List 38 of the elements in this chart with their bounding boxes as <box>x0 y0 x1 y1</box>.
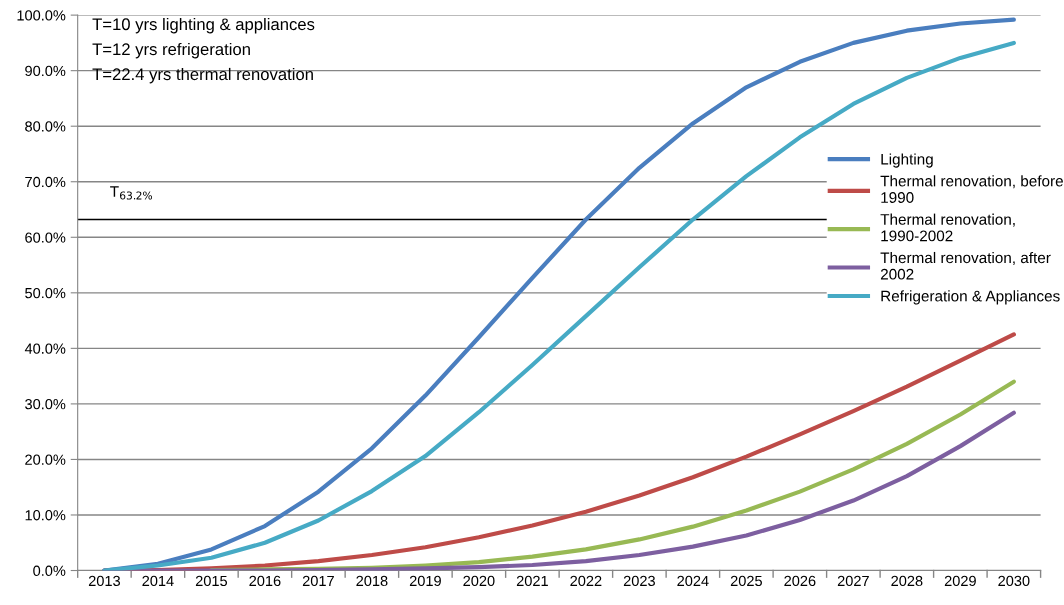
x-tick-label: 2029 <box>944 575 976 587</box>
x-tick-label: 2024 <box>677 575 709 587</box>
x-tick-label: 2023 <box>623 575 655 587</box>
x-tick-label: 2030 <box>998 575 1030 587</box>
x-tick-label: 2014 <box>142 575 174 587</box>
x-tick-label: 2016 <box>249 575 281 587</box>
x-tick-label: 2017 <box>302 575 334 587</box>
y-tick-label: 0.0% <box>33 565 66 576</box>
legend-label: Thermal renovation, 1990-2002 <box>880 213 1015 242</box>
ref-line-label: T$_{63.2%}$ <box>110 186 153 200</box>
x-tick-label: 2028 <box>891 575 923 587</box>
legend-label: Thermal renovation, before 1990 <box>880 175 1063 203</box>
y-tick-label: 10.0% <box>25 510 66 521</box>
y-tick-label: 60.0% <box>25 232 66 243</box>
legend-label: Refrigeration & Appliances <box>881 290 1060 305</box>
y-tick-label: 20.0% <box>25 454 66 465</box>
annotation: T=22.4 yrs thermal renovation <box>92 67 313 84</box>
y-tick-label: 50.0% <box>25 287 66 299</box>
x-tick-label: 2027 <box>837 575 869 587</box>
y-tick-label: 70.0% <box>25 176 66 188</box>
x-tick-label: 2025 <box>730 575 762 587</box>
x-tick-label: 2018 <box>356 575 388 587</box>
annotation: T=12 yrs refrigeration <box>92 42 250 59</box>
x-tick-label: 2021 <box>516 575 548 587</box>
legend-label: Thermal renovation, after 2002 <box>880 251 1051 280</box>
y-tick-label: 30.0% <box>25 399 66 410</box>
x-tick-label: 2026 <box>784 575 816 587</box>
x-tick-label: 2019 <box>409 575 441 587</box>
x-tick-label: 2020 <box>463 575 495 587</box>
x-tick-label: 2022 <box>570 575 602 587</box>
legend-label: Lighting <box>881 153 933 168</box>
y-tick-label: 80.0% <box>25 121 66 132</box>
x-tick-label: 2015 <box>195 575 228 587</box>
annotation: T=10 yrs lighting & appliances <box>92 17 315 34</box>
y-tick-label: 90.0% <box>25 65 66 77</box>
x-tick-label: 2013 <box>88 575 120 587</box>
y-tick-label: 100.0% <box>17 10 66 21</box>
y-tick-label: 40.0% <box>24 343 66 354</box>
